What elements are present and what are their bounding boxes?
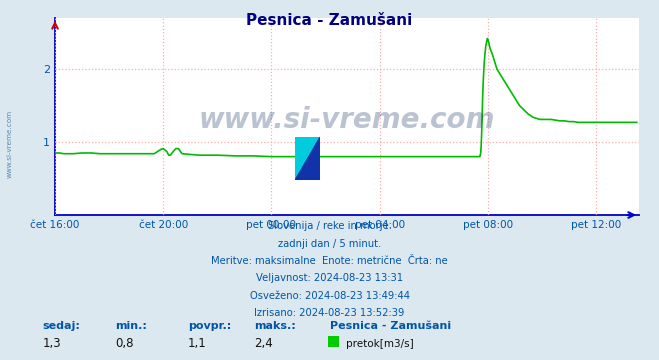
Text: Izrisano: 2024-08-23 13:52:39: Izrisano: 2024-08-23 13:52:39 bbox=[254, 308, 405, 318]
Text: 1,3: 1,3 bbox=[43, 337, 61, 350]
Text: maks.:: maks.: bbox=[254, 321, 295, 331]
Bar bbox=[295, 137, 308, 180]
Text: povpr.:: povpr.: bbox=[188, 321, 231, 331]
Text: min.:: min.: bbox=[115, 321, 147, 331]
Text: 0,8: 0,8 bbox=[115, 337, 134, 350]
Text: www.si-vreme.com: www.si-vreme.com bbox=[6, 110, 13, 178]
Text: Pesnica - Zamušani: Pesnica - Zamušani bbox=[330, 321, 451, 331]
Text: Meritve: maksimalne  Enote: metrične  Črta: ne: Meritve: maksimalne Enote: metrične Črta… bbox=[211, 256, 448, 266]
Text: zadnji dan / 5 minut.: zadnji dan / 5 minut. bbox=[278, 239, 381, 249]
Text: Pesnica - Zamušani: Pesnica - Zamušani bbox=[246, 13, 413, 28]
Text: Slovenija / reke in morje.: Slovenija / reke in morje. bbox=[268, 221, 391, 231]
Text: sedaj:: sedaj: bbox=[43, 321, 80, 331]
Polygon shape bbox=[295, 137, 320, 180]
Text: Osveženo: 2024-08-23 13:49:44: Osveženo: 2024-08-23 13:49:44 bbox=[250, 291, 409, 301]
Bar bbox=[308, 137, 320, 180]
Polygon shape bbox=[295, 137, 320, 180]
Text: 2,4: 2,4 bbox=[254, 337, 272, 350]
Text: 1,1: 1,1 bbox=[188, 337, 206, 350]
Text: www.si-vreme.com: www.si-vreme.com bbox=[199, 107, 496, 134]
Text: Veljavnost: 2024-08-23 13:31: Veljavnost: 2024-08-23 13:31 bbox=[256, 273, 403, 283]
Text: pretok[m3/s]: pretok[m3/s] bbox=[346, 339, 414, 349]
